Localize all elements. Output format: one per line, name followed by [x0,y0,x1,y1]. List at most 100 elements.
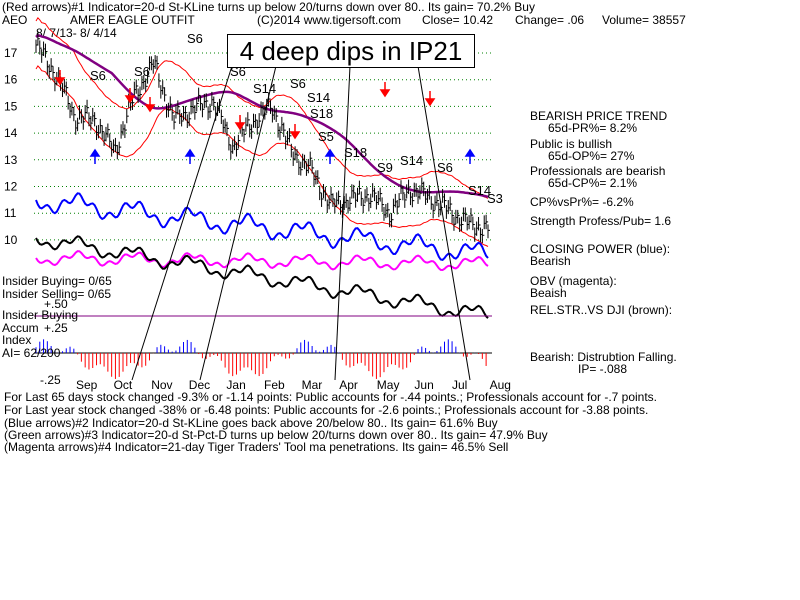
close-value: Close= 10.42 [422,13,494,27]
footer-line-3: (Blue arrows)#2 Indicator=20-d St-KLine … [4,416,498,430]
signal-arrow [234,115,246,131]
price-trend-title: BEARISH PRICE TREND [530,109,668,123]
signal-arrow [144,97,156,113]
signal-arrow [89,148,101,164]
x-tick-label: Aug [490,378,511,392]
signal-arrows [54,70,476,164]
y-tick-label: 12 [4,180,18,194]
pr-value: 65d-PR%= 8.2% [548,121,638,135]
insider-buying-label-2: Insider Buying [2,308,79,322]
y-tick-label: 13 [4,153,18,167]
x-tick-label: May [377,378,400,392]
signal-arrow [124,88,136,104]
callout-pointer-line [131,65,233,381]
ma-line [35,34,489,199]
change-value: Change= .06 [515,13,585,27]
signal-label: S6 [187,31,203,46]
cp-value: 65d-CP%= 2.1% [548,176,638,190]
footer-line-5: (Magenta arrows)#4 Indicator=21-day Tige… [4,440,509,454]
signal-arrow [379,82,391,98]
signal-label: S14 [400,153,423,168]
footer-line-2: For Last year stock changed -38% or -6.4… [4,403,649,417]
month-axis-ticks: Sep Oct Nov Dec Jan Feb Mar Apr May Jun Jul Aug [76,378,511,392]
obv-value: Beaish [530,286,567,300]
insider-selling-label: Insider Selling= 0/65 [2,287,112,301]
closing-power-title: CLOSING POWER (blue): [530,242,671,256]
ai-label: AI= 62/200 [2,346,61,360]
y-tick-label: 14 [4,126,18,140]
op-value: 65d-OP%= 27% [548,149,635,163]
x-tick-label: Mar [302,378,323,392]
signal-label: S14 [253,81,276,96]
y-tick-label: 10 [4,233,18,247]
deep-dips-callout: 4 deep dips in IP21 [227,34,475,68]
moving-average [35,34,489,199]
relative-strength-line [34,235,492,319]
signal-label: S6 [437,160,453,175]
closing-power-line [35,192,489,261]
signal-arrow [464,148,476,164]
signal-label: S6 [134,64,150,79]
signal-label: S5 [318,129,334,144]
company-name: AMER EAGLE OUTFIT [70,13,195,27]
signal-label: S9 [377,160,393,175]
callout-pointer-line [334,65,351,381]
signal-arrow [424,91,436,107]
price-bars [35,31,490,244]
ip-title: Bearish: Distrubtion Falling. [530,350,677,364]
x-tick-label: Nov [151,378,172,392]
price-axis-ticks: 17 16 15 14 13 12 11 10 [4,46,18,247]
signal-arrow [324,148,336,164]
header-indicator-line: (Red arrows)#1 Indicator=20-d St-KLine t… [2,0,535,14]
ip-value: IP= -.088 [578,362,628,376]
x-tick-label: Apr [339,378,358,392]
callout-pointer-line [417,65,471,381]
y-tick-label: 16 [4,73,18,87]
signal-label: S6 [90,68,106,83]
x-tick-label: Dec [189,378,210,392]
obv-path [35,250,489,272]
obv-line [35,250,489,272]
insider-buying-label: Insider Buying= 0/65 [2,274,112,288]
signal-label: S14 [468,183,491,198]
y-tick-label: 11 [4,206,17,220]
public-title: Public is bullish [530,137,613,151]
plus-25-label: +.25 [44,321,68,335]
signal-label: S6 [290,76,306,91]
callout-pointer-line [199,65,277,381]
signal-arrow [184,148,196,164]
signal-arrow [54,70,66,86]
ip21-histogram [34,339,492,379]
plus-50-label: +.50 [44,297,68,311]
x-tick-label: Oct [114,378,133,392]
signal-label: S3 [487,191,503,206]
ticker-symbol: AEO [2,13,28,27]
x-tick-label: Jun [414,378,433,392]
signal-label: S18 [344,145,367,160]
y-tick-label: 15 [4,99,18,113]
signal-label: S14 [307,90,330,105]
x-tick-label: Jul [452,378,467,392]
annotation-lines [131,65,471,381]
copyright: (C)2014 www.tigersoft.com [257,13,402,27]
closing-power-path [35,192,489,261]
x-tick-label: Sep [76,378,98,392]
footer-line-4: (Green arrows)#3 Indicator=20-d St-Pct-D… [4,428,548,442]
x-tick-label: Feb [264,378,285,392]
obv-title: OBV (magenta): [530,274,617,288]
relstr-path [35,235,489,319]
relstr-title: REL.STR..VS DJI (brown): [530,303,673,317]
cpvspr-value: CP%vsPr%= -6.2% [530,195,634,209]
minus-25-label: -.25 [40,373,61,387]
closing-power-value: Bearish [530,254,571,268]
professionals-title: Professionals are bearish [530,164,666,178]
x-tick-label: Jan [226,378,245,392]
y-tick-label: 17 [4,46,18,60]
signal-label: S18 [310,106,333,121]
accum-label: Accum [2,321,39,335]
footer-line-1: For Last 65 days stock changed -9.3% or … [4,390,658,404]
signal-arrow [289,124,301,140]
index-label: Index [2,333,32,347]
